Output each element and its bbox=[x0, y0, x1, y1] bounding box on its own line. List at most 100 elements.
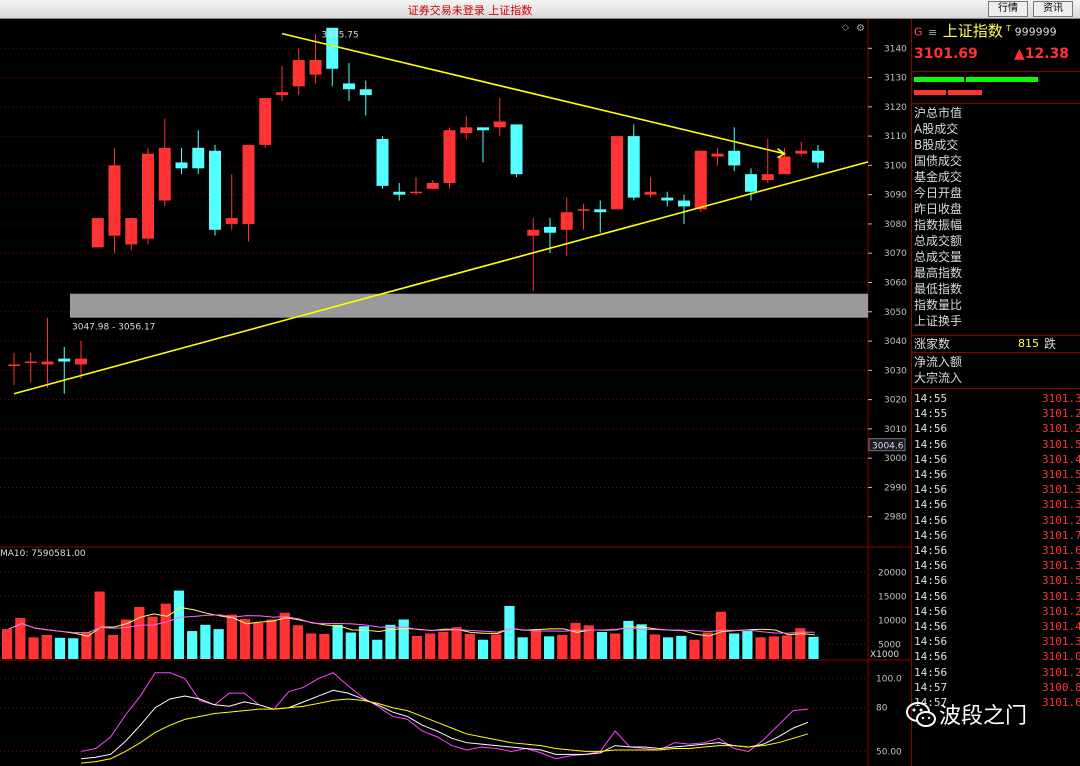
volume-bar bbox=[570, 622, 581, 659]
tick-row[interactable]: 14:56 3101.3 bbox=[912, 497, 1080, 512]
volume-bar bbox=[795, 628, 806, 659]
volume-bar bbox=[438, 632, 449, 659]
index-mark: T bbox=[1006, 24, 1012, 33]
volume-bar bbox=[213, 629, 224, 659]
tick-price: 3101.3 bbox=[1042, 498, 1080, 512]
quote-field-label: 最高指数 bbox=[914, 266, 963, 280]
price-axis: 2980 2990 3000 3010 3020 3030 3040 3050 3060 3070… bbox=[868, 44, 907, 523]
tick-row[interactable]: 14:56 3101.4 bbox=[912, 619, 1080, 634]
chart-annotations: 3145.75 3047.98 - 3056.17 3004.6 ◇ ⚙ bbox=[72, 23, 906, 452]
price-axis-label: 3110 bbox=[884, 132, 907, 142]
candle-body bbox=[544, 226, 556, 233]
candle-body bbox=[41, 361, 54, 365]
trend-arrowhead bbox=[777, 148, 786, 159]
news-button[interactable]: 资讯 bbox=[1033, 1, 1073, 17]
quote-field-label: 总成交额 bbox=[914, 234, 963, 248]
volume-bar bbox=[411, 635, 423, 659]
candle-body bbox=[108, 165, 121, 236]
tick-row[interactable]: 14:56 3101.3 bbox=[912, 558, 1080, 573]
tick-row[interactable]: 14:56 3101.6 bbox=[912, 543, 1080, 558]
breadth-label: 涨家数 bbox=[914, 337, 951, 351]
volume-unit: X1000 bbox=[870, 650, 899, 660]
volume-bar bbox=[358, 626, 370, 659]
tick-row[interactable]: 14:56 3101.2 bbox=[912, 604, 1080, 619]
tick-row[interactable]: 14:56 3101.2 bbox=[912, 665, 1080, 680]
volume-bar bbox=[477, 639, 489, 659]
candle-body bbox=[493, 121, 506, 128]
volume-axis-label: 15000 bbox=[878, 592, 907, 602]
tick-price: 3101.2 bbox=[1042, 604, 1080, 618]
candle-body bbox=[694, 150, 707, 210]
tick-row[interactable]: 14:57 3100.8 bbox=[912, 680, 1080, 695]
volume-bar bbox=[464, 633, 475, 659]
tick-row[interactable]: 14:56 3101.3 bbox=[912, 482, 1080, 497]
buy-bar-2 bbox=[966, 77, 1038, 82]
candle-body bbox=[510, 124, 523, 175]
quote-field-label: 国债成交 bbox=[914, 154, 963, 168]
tick-time: 14:56 bbox=[914, 498, 948, 512]
window-titlebar: 证券交易未登录 上证指数 行情 资讯 bbox=[0, 0, 1080, 19]
tick-price: 3101.2 bbox=[1042, 422, 1080, 436]
price-axis-label: 3050 bbox=[884, 308, 907, 318]
tick-row[interactable]: 14:56 3101.4 bbox=[912, 452, 1080, 467]
tick-time: 14:56 bbox=[914, 544, 948, 557]
candle-body bbox=[309, 59, 322, 75]
tick-time: 14:55 bbox=[914, 407, 948, 421]
separator bbox=[912, 388, 1080, 389]
tick-time: 14:56 bbox=[914, 483, 948, 497]
volume-bar bbox=[451, 627, 462, 659]
breadth-value: 815 bbox=[1018, 337, 1039, 350]
volume-bar bbox=[715, 611, 727, 659]
tick-price: 3101.7 bbox=[1042, 528, 1080, 542]
tick-row[interactable]: 14:56 3101.5 bbox=[912, 467, 1080, 482]
tick-row[interactable]: 14:56 3101.3 bbox=[912, 589, 1080, 604]
support-zone-box bbox=[70, 293, 868, 318]
trend-lines bbox=[13, 32, 869, 395]
quote-field-label: 今日开盘 bbox=[914, 186, 963, 200]
quote-field-label: 基金成交 bbox=[914, 170, 963, 184]
price-change: ▲12.38 bbox=[1014, 46, 1070, 62]
chart-area[interactable]: 2980 2990 3000 3010 3020 3030 3040 3050 3060 3070… bbox=[0, 19, 1080, 766]
volume-bar bbox=[649, 634, 660, 659]
candle-body bbox=[627, 136, 640, 198]
candle-body bbox=[259, 98, 272, 145]
cursor-price-label: 3004.6 bbox=[872, 442, 904, 452]
candle-body bbox=[58, 358, 71, 362]
candle-body bbox=[276, 92, 288, 96]
candle-body bbox=[393, 191, 406, 195]
volume-bar bbox=[200, 624, 211, 659]
tick-row[interactable]: 14:56 3101.5 bbox=[912, 437, 1080, 452]
tick-row[interactable]: 14:55 3101.2 bbox=[912, 406, 1080, 421]
volume-bar bbox=[596, 632, 608, 659]
volume-bar bbox=[742, 631, 753, 659]
menu-icon[interactable]: ≡ bbox=[928, 25, 938, 39]
tick-row[interactable]: 14:56 3101.2 bbox=[912, 513, 1080, 528]
diamond-icon: ◇ bbox=[842, 23, 849, 33]
volume-bar bbox=[781, 635, 793, 659]
separator bbox=[912, 71, 1080, 72]
tick-price: 3100.8 bbox=[1042, 680, 1080, 694]
tick-row[interactable]: 14:57 3101.6 bbox=[912, 695, 1080, 710]
candle-body bbox=[91, 218, 104, 248]
price-axis-label: 3090 bbox=[884, 191, 907, 201]
candle-body bbox=[477, 127, 489, 131]
tick-row[interactable]: 14:56 3101.2 bbox=[912, 421, 1080, 436]
volume-bar bbox=[676, 635, 687, 659]
quotes-button[interactable]: 行情 bbox=[988, 1, 1028, 17]
indicator-line bbox=[80, 698, 809, 764]
separator bbox=[912, 103, 1080, 104]
price-axis-label: 3070 bbox=[884, 249, 907, 259]
sell-bar-1 bbox=[914, 90, 946, 95]
tick-row[interactable]: 14:56 3101.7 bbox=[912, 528, 1080, 543]
tick-row[interactable]: 14:56 3101.5 bbox=[912, 573, 1080, 588]
tick-row[interactable]: 14:56 3101.0 bbox=[912, 649, 1080, 664]
candle-body bbox=[728, 150, 741, 166]
volume-axis-label: 5000 bbox=[878, 641, 901, 651]
separator bbox=[912, 352, 1080, 353]
candle-body bbox=[745, 174, 757, 192]
tick-row[interactable]: 14:55 3101.3 bbox=[912, 391, 1080, 406]
tick-time: 14:56 bbox=[914, 589, 948, 603]
price-axis-label: 3000 bbox=[884, 454, 907, 464]
tick-row[interactable]: 14:56 3101.3 bbox=[912, 634, 1080, 649]
candle-body bbox=[192, 147, 205, 169]
